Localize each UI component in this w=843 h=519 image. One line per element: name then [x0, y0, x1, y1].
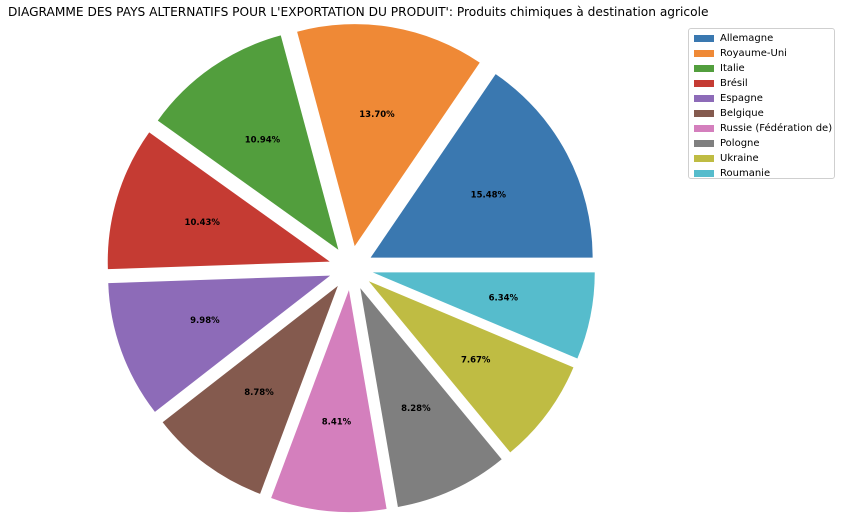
- legend-swatch: [694, 80, 714, 87]
- legend-label: Ukraine: [720, 153, 759, 164]
- pie-slice-4: [107, 132, 330, 270]
- legend-swatch: [694, 140, 714, 147]
- slice-label-8: 8.28%: [401, 404, 431, 414]
- slice-label-5: 9.98%: [190, 316, 220, 326]
- legend-item-8: Pologne: [694, 136, 834, 151]
- legend-swatch: [694, 125, 714, 132]
- legend-item-1: Allemagne: [694, 31, 834, 46]
- slice-label-2: 13.70%: [359, 110, 395, 120]
- slice-label-10: 6.34%: [489, 294, 519, 304]
- legend-label: Belgique: [720, 108, 764, 119]
- legend-label: Italie: [720, 63, 745, 74]
- legend-label: Roumanie: [720, 168, 771, 179]
- pie-slice-8: [360, 288, 502, 507]
- slice-label-6: 8.78%: [244, 388, 274, 398]
- legend-item-10: Roumanie: [694, 166, 834, 181]
- pie-slice-7: [271, 290, 387, 513]
- slice-label-7: 8.41%: [322, 418, 352, 428]
- legend-label: Royaume-Uni: [720, 48, 787, 59]
- pie-slice-2: [297, 24, 480, 247]
- legend-label: Russie (Fédération de): [720, 123, 833, 134]
- pie-slice-9: [368, 281, 574, 453]
- legend-swatch: [694, 35, 714, 42]
- legend: Allemagne Royaume-Uni Italie Brésil Espagne B…: [688, 28, 835, 179]
- legend-item-3: Italie: [694, 61, 834, 76]
- legend-label: Pologne: [720, 138, 760, 149]
- legend-label: Espagne: [720, 93, 763, 104]
- legend-item-4: Brésil: [694, 76, 834, 91]
- legend-item-6: Belgique: [694, 106, 834, 121]
- chart-title: DIAGRAMME DES PAYS ALTERNATIFS POUR L'EX…: [8, 5, 709, 19]
- slice-label-9: 7.67%: [461, 356, 491, 366]
- legend-label: Brésil: [720, 78, 748, 89]
- pie-slice-1: [370, 74, 593, 258]
- legend-item-5: Espagne: [694, 91, 834, 106]
- pie-slice-6: [162, 285, 338, 494]
- legend-swatch: [694, 50, 714, 57]
- legend-item-2: Royaume-Uni: [694, 46, 834, 61]
- slice-label-1: 15.48%: [471, 190, 507, 200]
- slice-label-4: 10.43%: [185, 218, 221, 228]
- pie-slice-5: [108, 275, 331, 412]
- legend-swatch: [694, 110, 714, 117]
- legend-swatch: [694, 170, 714, 177]
- legend-item-7: Russie (Fédération de): [694, 121, 834, 136]
- legend-swatch: [694, 155, 714, 162]
- legend-label: Allemagne: [720, 33, 774, 44]
- pie-slice-3: [157, 35, 339, 250]
- legend-item-9: Ukraine: [694, 151, 834, 166]
- legend-swatch: [694, 95, 714, 102]
- slice-label-3: 10.94%: [245, 135, 281, 145]
- legend-swatch: [694, 65, 714, 72]
- pie-slice-10: [372, 272, 595, 359]
